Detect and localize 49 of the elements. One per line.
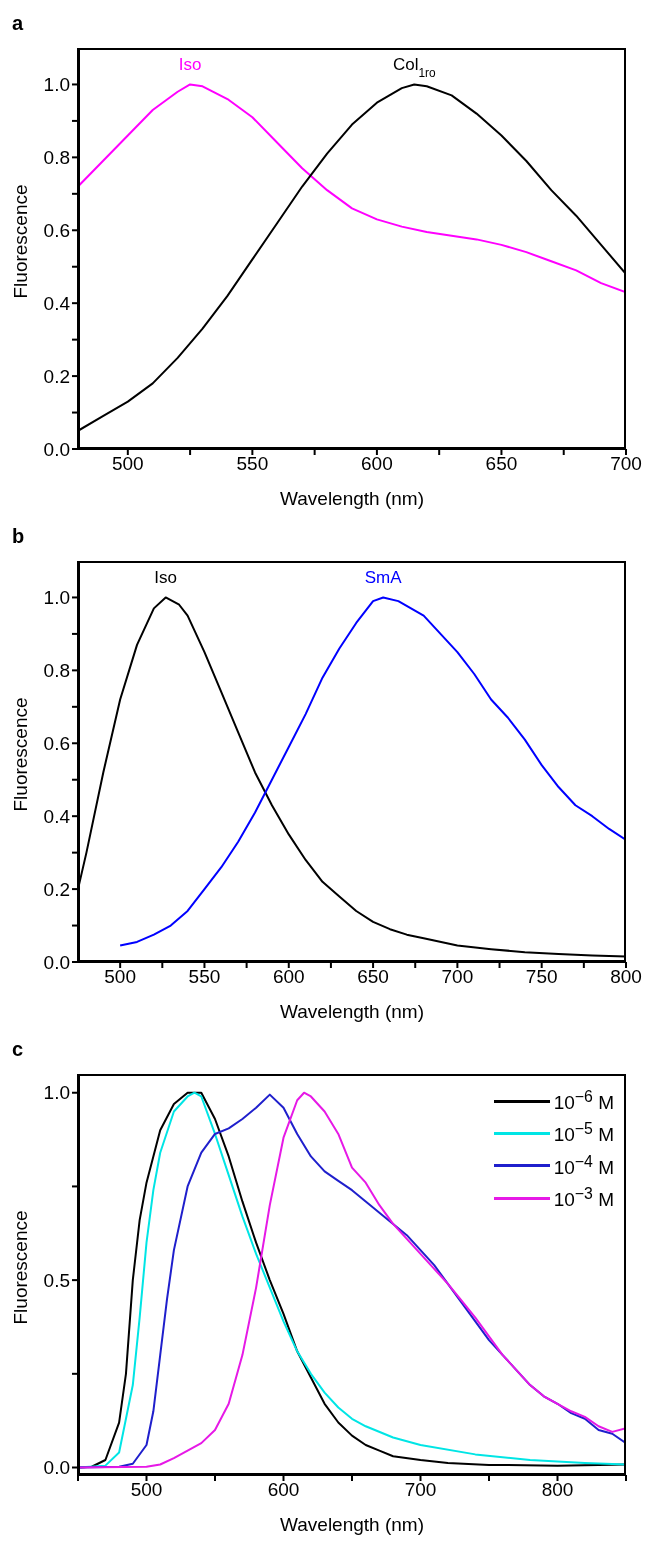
x-tick-label: 500: [111, 453, 144, 475]
x-tick-label: 550: [188, 966, 221, 988]
chart-title: b: [12, 525, 25, 548]
series-label: Iso: [154, 568, 178, 588]
x-tick-label: 700: [404, 1479, 437, 1501]
line-series: [78, 83, 626, 294]
x-tick-label: 600: [272, 966, 305, 988]
y-tick-label: 0.4: [43, 805, 71, 827]
y-tick-label: 1.0: [43, 1082, 70, 1104]
x-tick-label: 700: [441, 966, 474, 988]
y-tick-label: 0.6: [43, 733, 70, 755]
y-tick-label: 0.0: [43, 1457, 70, 1479]
x-tick-label: 700: [610, 453, 642, 475]
y-tick-label: 0.8: [43, 147, 70, 169]
y-tick-label: 1.0: [43, 74, 70, 96]
x-axis-title: Wavelength (nm): [280, 1514, 424, 1535]
x-tick-label: 600: [267, 1479, 300, 1501]
y-axis-title: Fluorescence: [9, 697, 31, 812]
legend-label: 10$^{−3}$ M: [553, 1184, 614, 1212]
legend-label: 10$^{−4}$ M: [553, 1152, 614, 1179]
y-axis-title: Fluorescence: [9, 184, 31, 299]
chart-title: c: [12, 1038, 24, 1061]
x-tick-label: 650: [485, 453, 518, 475]
y-tick-label: 0.5: [43, 1269, 70, 1291]
series-label: Col$_{1ro}$: [392, 55, 437, 81]
x-tick-label: 650: [357, 966, 389, 988]
y-tick-label: 0.0: [43, 438, 70, 460]
y-tick-label: 0.2: [43, 878, 70, 900]
chart-title: a: [12, 12, 24, 35]
legend-label: 10$^{−5}$ M: [553, 1120, 614, 1147]
y-tick-label: 0.4: [43, 292, 71, 314]
x-tick-label: 500: [104, 966, 137, 988]
x-tick-label: 800: [541, 1479, 574, 1501]
x-tick-label: 750: [525, 966, 558, 988]
x-axis-title: Wavelength (nm): [280, 1001, 424, 1022]
x-tick-label: 800: [610, 966, 642, 988]
y-tick-label: 1.0: [43, 587, 70, 609]
y-tick-label: 0.0: [43, 951, 70, 973]
legend-label: 10$^{−6}$ M: [553, 1088, 614, 1115]
y-tick-label: 0.2: [43, 365, 70, 387]
y-tick-label: 0.6: [43, 220, 70, 242]
y-axis-title: Fluorescence: [9, 1210, 31, 1325]
x-tick-label: 500: [130, 1479, 163, 1501]
series-label: Iso: [178, 55, 202, 75]
x-tick-label: 600: [361, 453, 393, 475]
series-label: SmA: [364, 568, 403, 588]
y-tick-label: 0.8: [43, 660, 70, 682]
x-tick-label: 550: [236, 453, 269, 475]
x-axis-title: Wavelength (nm): [280, 488, 424, 509]
